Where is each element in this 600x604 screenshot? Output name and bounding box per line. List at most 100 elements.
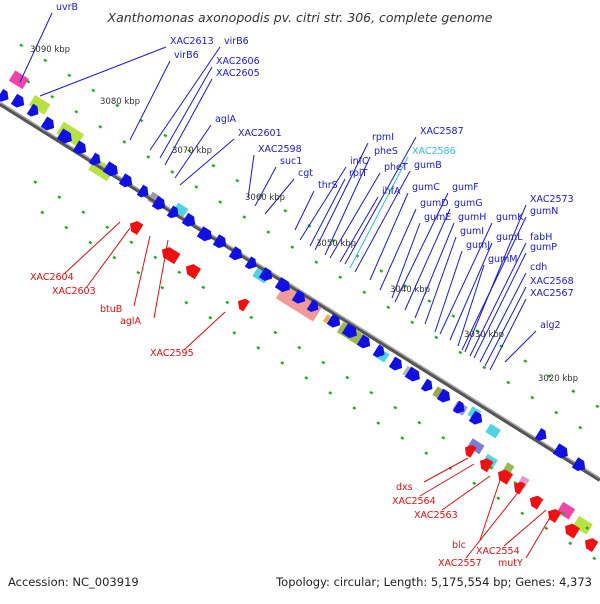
label-leader (324, 156, 371, 256)
tick-mark (376, 421, 381, 425)
gene-label: gumH (458, 212, 486, 223)
reverse-cds-arrow (585, 538, 599, 553)
gene-label: gumF (452, 182, 479, 193)
tick-mark (259, 193, 264, 198)
gene-label: XAC2567 (530, 288, 574, 299)
forward-cds-arrow (274, 277, 290, 293)
tick-mark (290, 245, 295, 249)
tick-mark (146, 155, 151, 159)
label-leader (247, 154, 255, 199)
label-leader (309, 178, 346, 247)
tick-mark (232, 330, 237, 335)
tick-mark (595, 404, 600, 409)
forward-cds-arrow (72, 140, 87, 155)
gene-label: XAC2568 (530, 276, 574, 287)
label-leader (63, 221, 121, 275)
forward-cds-arrow (388, 356, 403, 371)
label-leader (379, 208, 417, 291)
gene-label: thrS (318, 180, 338, 191)
tick-mark (441, 435, 446, 440)
label-leader (39, 46, 167, 97)
gene-label: rpmI (372, 132, 394, 143)
gene-label: XAC2606 (216, 56, 260, 67)
forward-cds-arrow (244, 256, 257, 270)
gene-label: virB6 (224, 36, 249, 47)
tick-mark (386, 305, 391, 310)
label-leader (504, 330, 537, 363)
tick-mark (177, 270, 182, 275)
tick-mark (530, 395, 535, 400)
tick-mark (163, 133, 168, 138)
reverse-cds-arrow (238, 298, 250, 312)
scale-label: 3040 kbp (390, 285, 430, 295)
label-leader (339, 196, 379, 263)
gene-label: gumI (460, 226, 484, 237)
tick-mark (211, 163, 216, 168)
gene-label: XAC2557 (438, 558, 482, 569)
gene-label: gumJ (466, 240, 490, 251)
label-leader (254, 166, 277, 207)
label-leader (19, 12, 53, 83)
tick-mark (98, 125, 103, 129)
tick-mark (43, 58, 48, 63)
forward-cds-arrow (291, 289, 306, 304)
label-leader (344, 136, 417, 265)
label-leader (394, 192, 449, 303)
label-leader (299, 166, 347, 241)
forward-cds-arrow (258, 267, 273, 281)
tick-mark (489, 466, 494, 470)
tick-mark (571, 389, 576, 394)
tick-mark (400, 436, 405, 440)
reverse-cds-arrow (162, 247, 181, 265)
tick-mark (115, 103, 120, 108)
label-leader (473, 252, 527, 359)
gene-label: gumE (424, 212, 451, 223)
reverse-cds-arrow (565, 523, 581, 539)
tick-mark (434, 335, 439, 340)
forward-cds-arrow (571, 457, 586, 472)
tick-mark (256, 346, 261, 350)
label-leader (469, 242, 527, 357)
tick-mark (304, 376, 309, 380)
tick-mark (427, 299, 432, 303)
tick-mark (424, 451, 429, 455)
tick-mark (88, 240, 93, 245)
scale-label: 3060 kbp (245, 193, 285, 203)
tick-mark (544, 526, 549, 531)
gene-label: pheT (384, 162, 408, 173)
gene-label: rplT (349, 168, 368, 179)
forward-cds-arrow (552, 443, 568, 459)
tick-mark (194, 185, 199, 189)
label-leader (349, 156, 409, 269)
label-leader (314, 142, 369, 251)
gene-label: XAC2605 (216, 68, 260, 79)
map-title: Xanthomonas axonopodis pv. citri str. 30… (107, 10, 493, 25)
gene-label: aglA (120, 316, 141, 327)
label-leader (503, 509, 547, 547)
reverse-cds-arrow (186, 264, 202, 280)
tick-mark (170, 170, 175, 174)
tick-mark (105, 225, 110, 230)
scale-label: 3030 kbp (464, 330, 504, 340)
tick-mark (249, 315, 254, 320)
tick-mark (122, 140, 127, 144)
label-leader (457, 264, 485, 347)
gene-label: uvrB (56, 2, 78, 13)
forward-cds-arrow (56, 128, 72, 144)
tick-mark (40, 210, 45, 215)
label-leader (129, 60, 171, 141)
tick-mark (280, 361, 285, 365)
forward-cds-arrow (356, 334, 371, 349)
scale-label: 3020 kbp (538, 374, 578, 384)
label-leader (264, 178, 295, 215)
tick-mark (112, 255, 117, 260)
tick-mark (184, 300, 189, 305)
tick-mark (129, 240, 134, 245)
reverse-cds-arrow (480, 458, 494, 473)
label-leader (179, 138, 235, 186)
tick-mark (496, 496, 501, 501)
tick-mark (91, 88, 96, 93)
tick-mark (472, 481, 477, 486)
feature-block (572, 515, 593, 535)
